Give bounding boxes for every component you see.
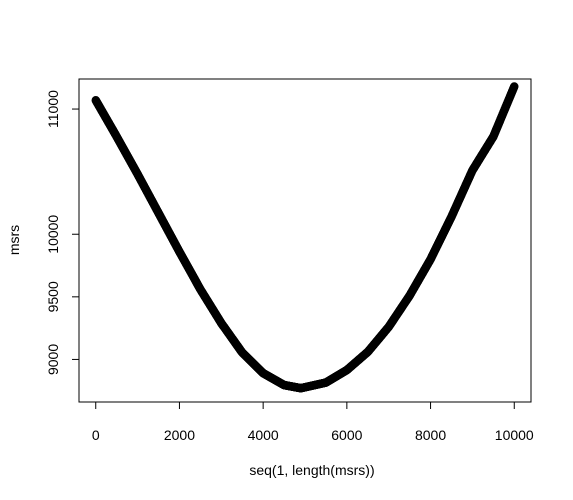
plot-box bbox=[78, 78, 532, 403]
x-tick-label: 2000 bbox=[164, 427, 195, 443]
x-tick-label: 8000 bbox=[415, 427, 446, 443]
points-layer bbox=[91, 82, 519, 393]
y-tick-label: 10000 bbox=[45, 215, 61, 254]
data-point bbox=[510, 82, 519, 91]
y-tick-label: 11000 bbox=[45, 90, 61, 128]
x-axis: 0 2000 4000 6000 8000 10000 bbox=[92, 401, 534, 443]
y-tick-label: 9000 bbox=[45, 344, 61, 375]
x-tick-label: 4000 bbox=[248, 427, 279, 443]
x-tick-label: 0 bbox=[92, 427, 100, 443]
x-tick-label: 10000 bbox=[495, 427, 534, 443]
x-axis-title: seq(1, length(msrs)) bbox=[249, 462, 374, 478]
y-tick-label: 9500 bbox=[45, 281, 61, 312]
x-tick-label: 6000 bbox=[331, 427, 362, 443]
y-axis: 9000 9500 10000 11000 bbox=[45, 90, 80, 375]
y-axis-title: msrs bbox=[6, 225, 22, 255]
